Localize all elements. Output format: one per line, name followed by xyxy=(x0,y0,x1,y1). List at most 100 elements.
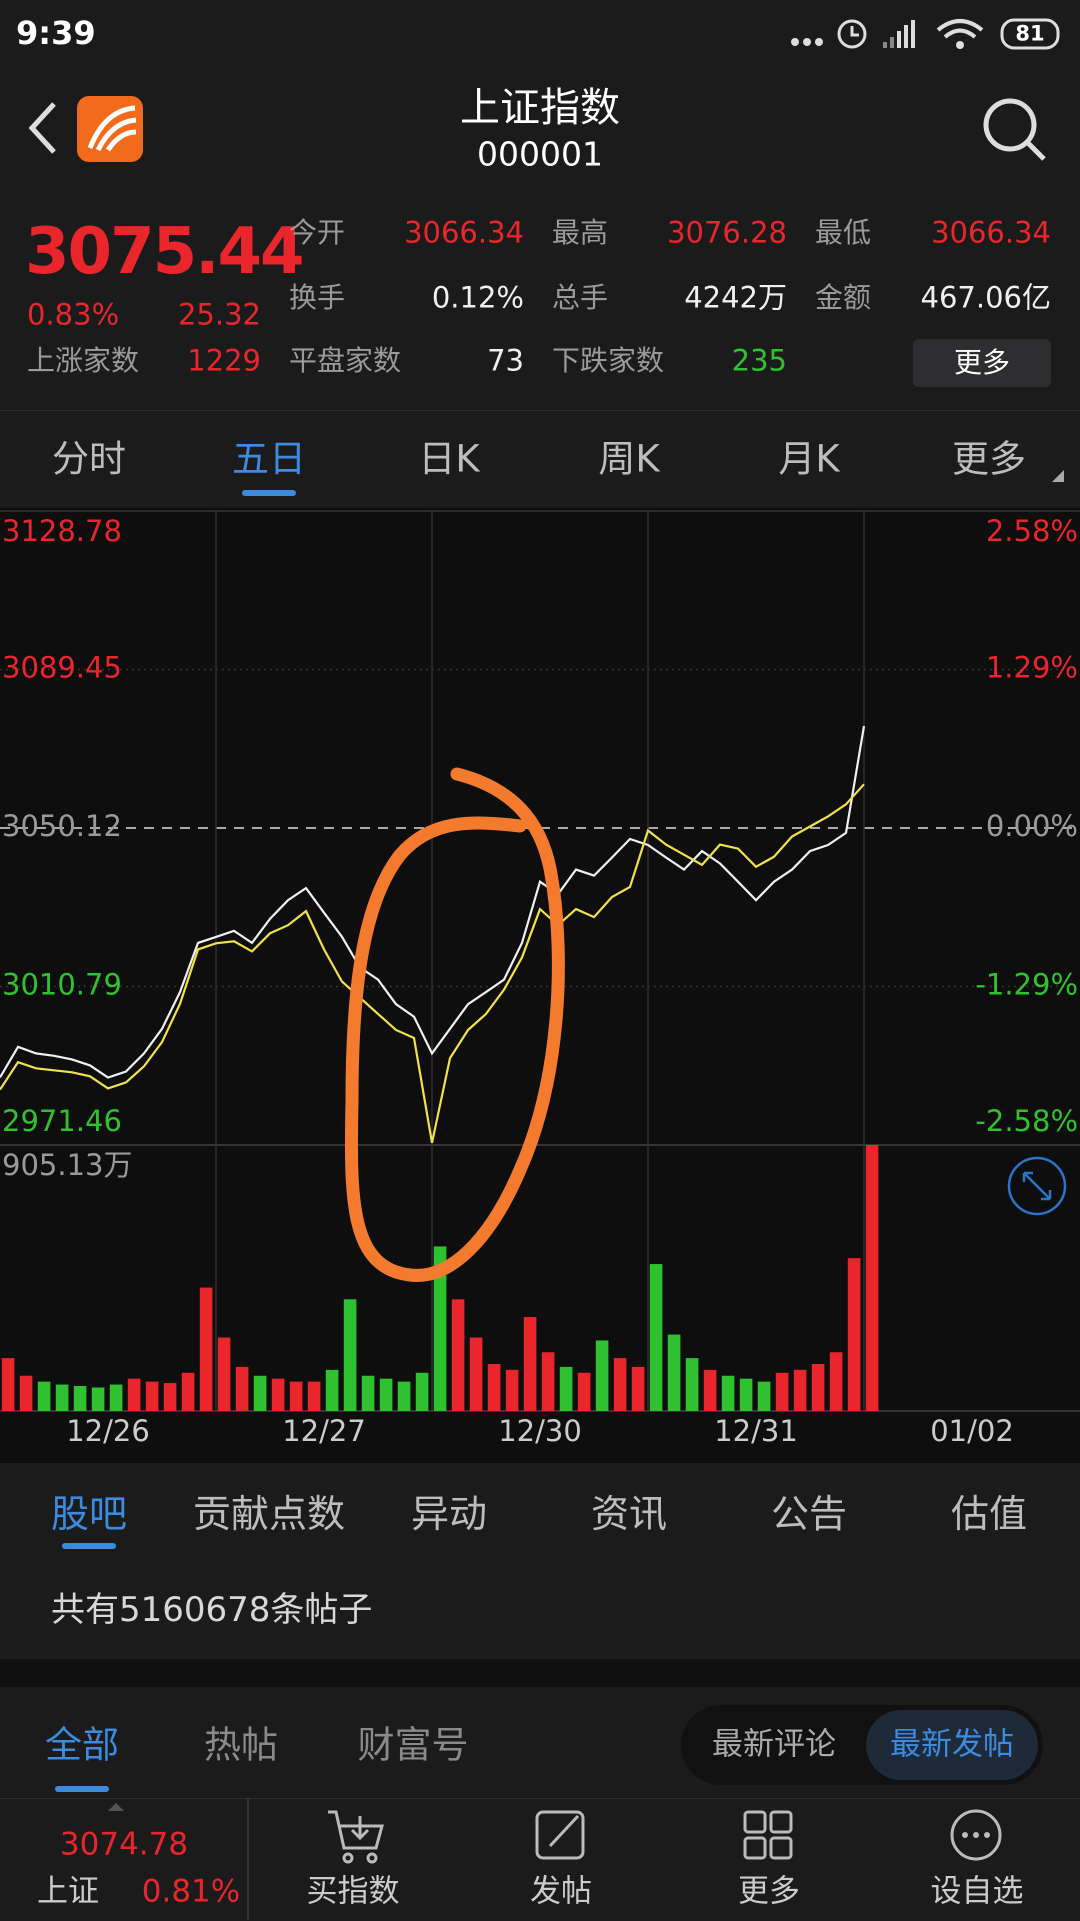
x-tick-label: 12/27 xyxy=(282,1414,366,1448)
stat-value: 0.12% xyxy=(431,280,524,315)
hand-drawn-circle xyxy=(344,767,565,1282)
stat-value: 235 xyxy=(731,343,787,378)
price-line xyxy=(0,725,866,1079)
bottom-action[interactable]: 买指数 xyxy=(306,1873,400,1910)
volume-bar xyxy=(235,1366,249,1411)
volume-bar xyxy=(91,1387,105,1411)
stat-value: 467.06亿 xyxy=(920,280,1051,315)
more-arrow xyxy=(1052,470,1064,482)
volume-bar xyxy=(631,1366,645,1411)
search-button[interactable] xyxy=(980,95,1050,165)
battery-level: 81 xyxy=(1015,21,1045,46)
post-filter[interactable]: 财富号 xyxy=(357,1723,469,1767)
volume-bar xyxy=(577,1372,591,1411)
status-time: 9:39 xyxy=(16,14,96,52)
y-tick-label: 2971.46 xyxy=(2,1104,122,1138)
section-tab[interactable]: 估值 xyxy=(950,1492,1028,1536)
bottom-index-pct: 0.81% xyxy=(141,1873,241,1910)
volume-bar xyxy=(217,1337,231,1411)
volume-bar xyxy=(811,1363,825,1411)
post-count-bg xyxy=(0,1561,1080,1659)
volume-bar xyxy=(1,1358,15,1411)
y2-tick-label: 1.29% xyxy=(986,651,1078,685)
y-tick-label: 3010.79 xyxy=(2,968,122,1002)
volume-bar xyxy=(487,1363,501,1411)
y2-tick-label: -2.58% xyxy=(975,1104,1078,1138)
section-tab[interactable]: 股吧 xyxy=(50,1492,128,1536)
volume-tick-label: 905.13万 xyxy=(2,1148,132,1182)
active-underline xyxy=(62,1543,116,1549)
bottom-action[interactable]: 发帖 xyxy=(530,1873,592,1910)
more-button[interactable] xyxy=(913,339,1051,387)
volume-bar xyxy=(325,1369,339,1411)
volume-bar xyxy=(199,1287,213,1411)
y-tick-label: 3089.45 xyxy=(2,651,122,685)
volume-bar xyxy=(397,1381,411,1411)
bottom-bar-bg xyxy=(0,1798,1080,1921)
period-tab[interactable]: 日K xyxy=(418,437,480,481)
volume-bar xyxy=(865,1145,879,1411)
period-tab[interactable]: 分时 xyxy=(52,437,126,481)
bottom-index-name: 上证 xyxy=(37,1873,99,1910)
volume-bar xyxy=(829,1352,843,1411)
sort-option[interactable]: 最新发帖 xyxy=(890,1726,1014,1763)
stat-label: 最高 xyxy=(552,216,609,249)
stat-label: 今开 xyxy=(289,216,346,249)
volume-bar xyxy=(469,1337,483,1411)
chart-bg xyxy=(0,508,1080,1463)
intraday-chart: 2971.46 3010.79 3050.12 3089.45 3128.78 -2.58… xyxy=(0,510,1080,1448)
volume-bar xyxy=(73,1386,87,1411)
x-tick-label: 01/02 xyxy=(930,1414,1014,1448)
volume-bar xyxy=(109,1384,123,1411)
period-tab[interactable]: 更多 xyxy=(952,437,1026,481)
volume-bar xyxy=(145,1381,159,1411)
more-button-label[interactable]: 更多 xyxy=(953,346,1011,379)
stat-label: 平盘家数 xyxy=(289,344,402,377)
volume-bar xyxy=(271,1378,285,1411)
bottom-icons xyxy=(108,1798,1002,1920)
bottom-action[interactable]: 更多 xyxy=(738,1873,800,1910)
volume-bar xyxy=(307,1381,321,1411)
period-tab[interactable]: 五日 xyxy=(232,437,306,481)
post-filter[interactable]: 热帖 xyxy=(204,1723,278,1767)
volume-bar xyxy=(361,1375,375,1411)
volume-bar xyxy=(721,1375,735,1411)
volume-bar xyxy=(343,1299,357,1411)
volume-bar xyxy=(739,1378,753,1411)
period-tabs-bg xyxy=(0,410,1080,510)
section-tab[interactable]: 异动 xyxy=(410,1492,488,1536)
volume-bar xyxy=(379,1378,393,1411)
header-bg xyxy=(0,0,1080,410)
volume-bar xyxy=(19,1375,33,1411)
expand-button[interactable] xyxy=(1007,1156,1067,1216)
change-amount: 25.32 xyxy=(177,297,261,332)
volume-bar xyxy=(289,1381,303,1411)
back-button[interactable] xyxy=(28,102,56,154)
section-tab[interactable]: 贡献点数 xyxy=(192,1492,346,1536)
y2-tick-label: 2.58% xyxy=(986,514,1078,548)
bottom-action[interactable]: 设自选 xyxy=(930,1873,1024,1910)
x-tick-label: 12/26 xyxy=(66,1414,150,1448)
index-code: 000001 xyxy=(477,134,603,174)
volume-bar xyxy=(703,1369,717,1411)
period-tab[interactable]: 月K xyxy=(778,437,840,481)
stat-value: 73 xyxy=(487,343,524,378)
volume-bar xyxy=(505,1369,519,1411)
volume-bar xyxy=(775,1372,789,1411)
bottom-index-price: 3074.78 xyxy=(59,1826,189,1863)
volume-bar xyxy=(649,1264,663,1411)
post-filter[interactable]: 全部 xyxy=(45,1723,119,1767)
section-tab[interactable]: 公告 xyxy=(770,1492,848,1536)
section-tab[interactable]: 资讯 xyxy=(590,1492,668,1536)
sort-option[interactable]: 最新评论 xyxy=(712,1726,836,1763)
volume-bar xyxy=(37,1381,51,1411)
status-icons xyxy=(791,18,1060,50)
volume-bar xyxy=(415,1372,429,1411)
y2-tick-label: -1.29% xyxy=(975,968,1078,1002)
separator xyxy=(0,1659,1080,1687)
period-tab[interactable]: 周K xyxy=(598,437,660,481)
volume-bar xyxy=(541,1352,555,1411)
stat-value: 3066.34 xyxy=(931,215,1051,250)
volume-bar xyxy=(451,1299,465,1411)
